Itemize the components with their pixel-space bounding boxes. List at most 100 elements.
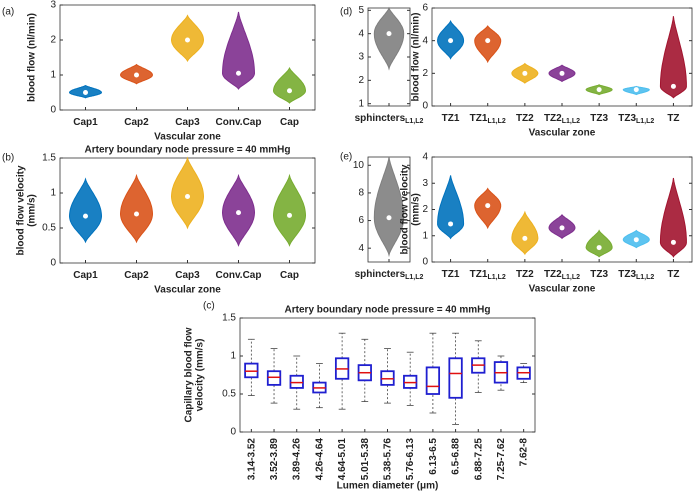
y-tick-label: 3 — [422, 178, 428, 189]
category-name: 3.89-4.26 — [291, 438, 302, 481]
axes-frame — [431, 156, 693, 263]
y-tick-label: 0 — [422, 257, 428, 268]
category-name: Cap3 — [175, 270, 200, 281]
category-name: TZ1 — [442, 113, 460, 124]
x-tick-label: Cap2 — [124, 117, 149, 128]
category-name: TZ1 — [442, 269, 460, 280]
x-tick-label: Conv.Cap — [216, 117, 262, 128]
violin — [659, 177, 687, 258]
median-dot — [236, 210, 241, 216]
x-tick-label: TZ3L1,L2 — [618, 113, 654, 125]
category-name: 4.64-5.01 — [337, 438, 348, 481]
category-name: Cap2 — [124, 270, 149, 281]
x-tick-label: sphinctersL1,L2 — [355, 113, 424, 125]
category-name: sphincters — [355, 113, 406, 124]
x-tick-label: TZ3 — [590, 269, 608, 280]
panel-label: (d) — [340, 7, 352, 18]
category-name: Cap1 — [73, 270, 98, 281]
violin — [585, 229, 613, 258]
box — [425, 366, 441, 395]
median-dot — [287, 212, 292, 218]
violin — [272, 66, 307, 104]
x-tick-label: 7.62-8 — [518, 438, 529, 467]
median-dot — [448, 221, 454, 227]
violin — [68, 177, 103, 244]
category-name: 7.25-7.62 — [496, 438, 507, 481]
category-name: Cap — [280, 117, 299, 128]
y-tick-label: 4 — [358, 243, 364, 254]
panel-label: (a) — [2, 7, 14, 18]
y-tick-label: 4 — [422, 152, 428, 163]
category-name: 7.62-8 — [518, 438, 529, 467]
category-name: TZ2 — [544, 113, 562, 124]
category-name: TZ3 — [590, 269, 608, 280]
y-axis-label: velocity (mm/s) — [195, 339, 206, 412]
category-name: TZ3 — [618, 113, 636, 124]
category-name: 6.13-6.5 — [428, 438, 439, 475]
category-name: Conv.Cap — [216, 117, 262, 128]
x-tick-label: sphinctersL1,L2 — [355, 269, 424, 281]
category-name: TZ1 — [470, 269, 488, 280]
median-dot — [386, 31, 392, 37]
median-dot — [670, 239, 676, 245]
y-tick-label: 1 — [230, 351, 236, 362]
x-tick-label: TZ1L1,L2 — [470, 269, 506, 281]
category-subscript: L1,L2 — [487, 274, 505, 281]
x-tick-label: Cap3 — [175, 270, 200, 281]
x-tick-label: 4.26-4.64 — [314, 438, 325, 481]
category-name: 6.5-6.88 — [450, 438, 461, 475]
x-tick-label: TZ2 — [516, 269, 534, 280]
y-tick-label: 2 — [422, 68, 428, 79]
y-tick-label: 4 — [422, 35, 428, 46]
x-axis-label: Vascular zone — [529, 128, 596, 139]
x-axis-label: Vascular zone — [154, 132, 221, 143]
y-axis-label: (mm/s) — [411, 193, 422, 226]
x-tick-label: Cap3 — [175, 117, 200, 128]
panel-label: (b) — [2, 153, 14, 164]
x-tick-label: 6.5-6.88 — [450, 438, 461, 475]
y-tick-label: 1 — [50, 188, 56, 199]
x-tick-label: 7.25-7.62 — [496, 438, 507, 481]
median-dot — [559, 225, 565, 231]
y-tick-label: 0 — [50, 105, 56, 116]
violin — [474, 25, 502, 64]
box — [289, 374, 304, 389]
category-name: Cap — [280, 270, 299, 281]
x-tick-label: 6.88-7.25 — [473, 438, 484, 481]
y-tick-label: 8 — [358, 188, 364, 199]
x-tick-label: TZ1L1,L2 — [470, 113, 506, 125]
category-subscript: L1,L2 — [562, 274, 580, 281]
x-tick-label: 3.14-3.52 — [246, 438, 257, 481]
y-tick-label: 6 — [422, 3, 428, 14]
x-tick-label: TZ1 — [442, 113, 460, 124]
y-tick-label: 1.5 — [42, 153, 56, 164]
category-name: Cap2 — [124, 117, 149, 128]
x-axis-label: Vascular zone — [529, 284, 596, 295]
median-dot — [559, 70, 565, 76]
y-tick-label: 0.5 — [42, 223, 56, 234]
category-name: 3.14-3.52 — [246, 438, 257, 481]
x-tick-label: 3.52-3.89 — [269, 438, 280, 481]
violin — [659, 16, 687, 99]
median-dot — [185, 194, 190, 199]
x-tick-label: TZ — [667, 269, 679, 280]
median-dot — [185, 37, 190, 43]
y-tick-label: 1 — [50, 70, 56, 81]
median-dot — [287, 88, 292, 94]
x-tick-label: 6.13-6.5 — [428, 438, 439, 475]
x-tick-label: Cap1 — [73, 270, 98, 281]
median-dot — [596, 87, 602, 93]
category-subscript: L1,L2 — [405, 118, 423, 125]
y-tick-label: 0 — [230, 427, 236, 438]
x-axis-label: Lumen diameter (μm) — [337, 481, 439, 492]
y-axis-label: blood flow velocity — [16, 165, 27, 255]
x-tick-label: TZ1 — [442, 269, 460, 280]
median-dot — [670, 83, 676, 89]
box — [380, 370, 395, 386]
y-tick-label: 6 — [358, 215, 364, 226]
median-dot — [633, 87, 639, 93]
y-tick-label: 0.5 — [222, 389, 236, 400]
category-name: Conv.Cap — [216, 270, 262, 281]
y-axis-label: blood flow (nl/min) — [411, 13, 422, 102]
